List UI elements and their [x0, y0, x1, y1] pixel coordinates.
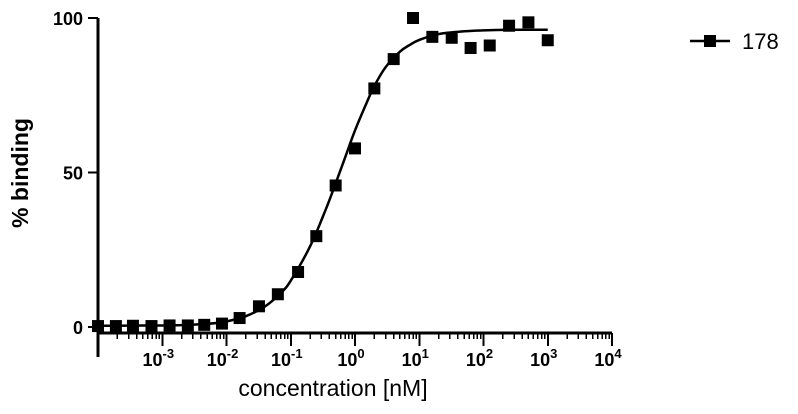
data-point [522, 16, 535, 29]
x-tick-label: 100 [337, 346, 364, 370]
data-points [92, 12, 554, 333]
x-tick-label: 10-2 [207, 346, 239, 370]
data-point [329, 179, 342, 192]
data-point [198, 318, 211, 331]
legend: 178 [690, 29, 779, 54]
data-point [271, 288, 284, 301]
y-tick-label: 50 [63, 164, 83, 184]
fit-curve [97, 28, 548, 328]
x-tick-label: 10-1 [271, 346, 303, 370]
data-point [163, 319, 176, 332]
data-point [464, 41, 477, 54]
data-point [92, 320, 104, 333]
data-point [349, 142, 361, 155]
data-point [541, 34, 554, 47]
data-point [310, 230, 323, 243]
data-point [426, 30, 439, 43]
axes [96, 18, 612, 357]
data-point [292, 266, 305, 278]
x-tick-label: 101 [402, 346, 429, 370]
data-point [483, 39, 496, 52]
x-tick-label: 103 [530, 346, 557, 370]
data-point [126, 319, 139, 332]
legend-series-label: 178 [742, 29, 779, 54]
data-point [109, 320, 122, 333]
data-point [181, 319, 194, 332]
x-tick-label: 10-3 [142, 346, 174, 370]
legend-square-marker [704, 35, 716, 47]
y-axis-title: % binding [7, 118, 33, 228]
y-tick-label: 100 [53, 9, 83, 29]
data-point [407, 12, 420, 24]
data-point [445, 31, 458, 44]
data-point [503, 19, 516, 32]
data-point [387, 53, 400, 66]
data-point [215, 317, 228, 330]
x-axis-title: concentration [nM] [238, 375, 427, 401]
x-tick-label: 104 [594, 346, 622, 370]
y-tick-label: 0 [73, 318, 83, 338]
data-point [233, 312, 246, 325]
data-point [145, 320, 158, 333]
x-tick-label: 102 [466, 346, 493, 370]
data-point [368, 82, 381, 95]
ticks: 0 50 100 10-3 10-2 10-1 100 101 102 103 104 [53, 9, 622, 370]
data-point [252, 300, 265, 313]
fit-curve-layer [97, 28, 548, 328]
